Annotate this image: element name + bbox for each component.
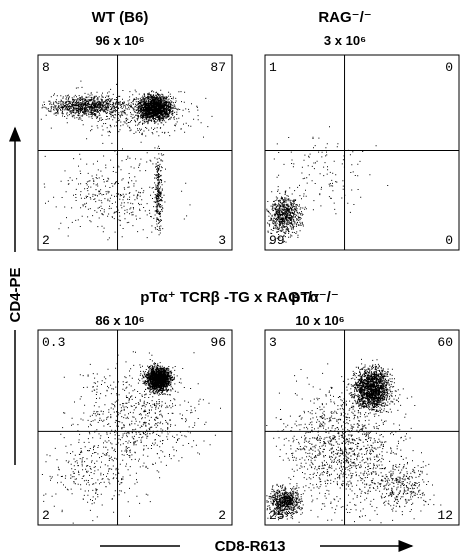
quadrant-percent: 99 (269, 233, 285, 248)
quadrant-percent: 3 (269, 335, 277, 350)
panel-title: RAG⁻/⁻ (318, 9, 371, 26)
panel-count: 96 x 10⁶ (95, 33, 144, 48)
event-dots (266, 358, 442, 524)
quadrant-percent: 0 (445, 233, 453, 248)
event-dots (266, 126, 389, 244)
quadrant-percent: 0.3 (42, 335, 65, 350)
panel-count: 3 x 10⁶ (324, 33, 366, 48)
plot-frame (264, 329, 460, 526)
plot-frame (264, 54, 460, 251)
panel-count: 10 x 10⁶ (295, 313, 344, 328)
quadrant-percent: 12 (437, 508, 453, 523)
quadrant-percent: 2 (42, 508, 50, 523)
panel-title: WT (B6) (92, 9, 149, 26)
event-dots (40, 80, 213, 241)
quadrant-percent: 60 (437, 335, 453, 350)
quadrant-percent: 25 (269, 508, 285, 523)
y-axis-label: CD4-PE (7, 267, 24, 322)
plot-frame (37, 54, 233, 251)
quadrant-percent: 2 (42, 233, 50, 248)
event-dots (41, 351, 222, 524)
quadrant-percent: 0 (445, 60, 453, 75)
quadrant-percent: 1 (269, 60, 277, 75)
quadrant-percent: 2 (218, 508, 226, 523)
panel-count: 86 x 10⁶ (95, 313, 144, 328)
quadrant-percent: 3 (218, 233, 226, 248)
plot-frame (37, 329, 233, 526)
panel-title: pTα⁻/⁻ (291, 289, 339, 306)
quadrant-percent: 96 (210, 335, 226, 350)
quadrant-percent: 87 (210, 60, 226, 75)
x-axis-label: CD8-R613 (215, 538, 286, 555)
panel-title: pTα⁺ TCRβ -TG x RAG⁻/⁻ (140, 289, 320, 306)
quadrant-percent: 8 (42, 60, 50, 75)
